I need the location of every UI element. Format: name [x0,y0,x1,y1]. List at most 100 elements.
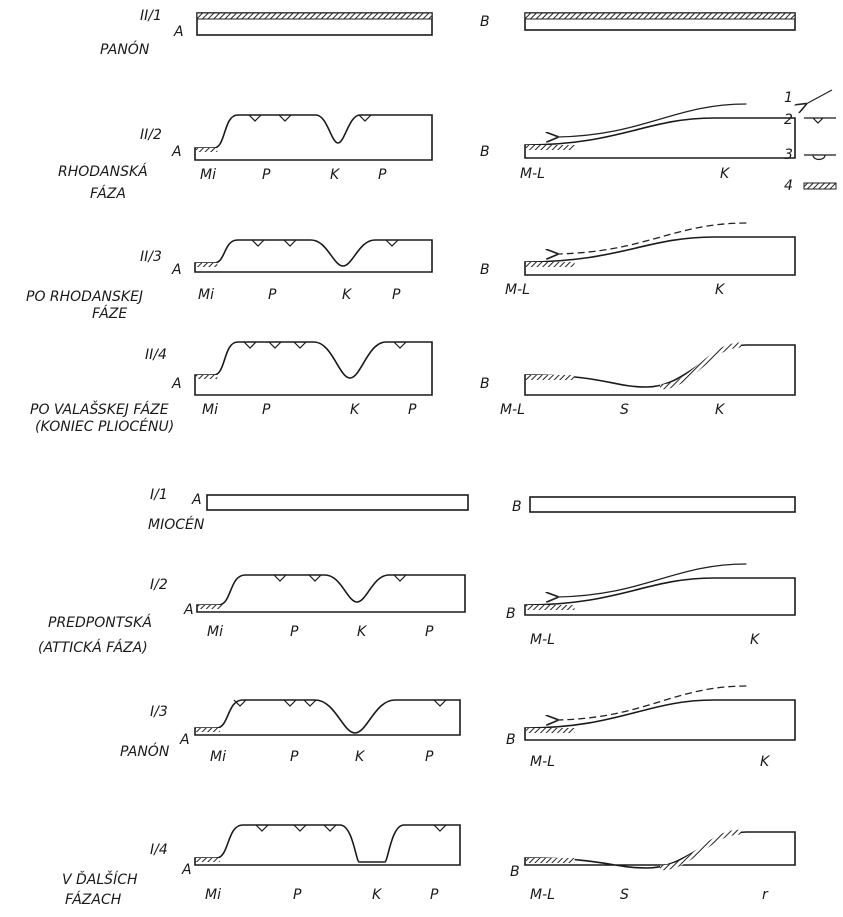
unit-label: K [720,166,731,182]
gravel-mark [433,824,447,832]
panel-label: I/3 [150,704,168,720]
unit-label: K [715,282,726,298]
unit-label: K [350,402,361,418]
panel-caption: PO VALAŠSKEJ FÁZE [30,400,169,418]
legend-gravel [804,117,836,124]
unit-label: Mi [207,624,223,640]
panel-caption: RHODANSKÁ [58,163,148,180]
side-letter: B [480,14,490,30]
unit-label: K [715,402,726,418]
sediment-hatch [526,605,575,610]
unit-label: Mi [210,749,226,765]
sediment-hatch [526,858,575,863]
unit-label: P [425,624,434,640]
gravel-mark [268,341,282,349]
unit-label: M-L [500,402,525,418]
profile-b [524,117,796,159]
profile-a [196,574,466,613]
unit-label: S [620,887,629,903]
legend-number: 4 [784,178,793,194]
legend-number: 2 [784,112,793,128]
panel-caption: V ĎALŠÍCH [62,870,138,888]
unit-label: P [430,887,439,903]
flow-arrow [557,103,747,137]
gravel-mark [233,699,247,707]
unit-label: P [268,287,277,303]
side-letter: A [191,492,202,508]
sediment-hatch [659,829,742,871]
unit-label: P [262,402,271,418]
unit-label: P [408,402,417,418]
panel-caption: (KONIEC PLIOCÉNU) [35,418,174,435]
side-letter: B [506,732,516,748]
gravel-mark [303,699,317,707]
gravel-mark [251,239,265,247]
unit-label: P [290,749,299,765]
profile-b [524,236,796,276]
panel-caption: FÁZE [92,305,127,322]
gravel-mark [433,699,447,707]
sediment-hatch [659,342,742,390]
unit-label: M-L [530,887,555,903]
legend-number: 3 [784,147,793,163]
side-letter: A [179,732,190,748]
unit-label: Mi [198,287,214,303]
panel-caption: FÁZA [90,185,126,202]
panel-label: II/2 [140,127,162,143]
flow-arrow [557,685,747,720]
unit-label: M-L [530,632,555,648]
panel-label: II/1 [140,8,162,24]
unit-label: M-L [505,282,530,298]
legend-lens [804,154,836,161]
sediment-hatch [196,858,220,862]
unit-label: P [425,749,434,765]
sediment-hatch [526,375,575,380]
unit-label: K [750,632,761,648]
profile-a [194,114,433,161]
panel-label: II/3 [140,249,162,265]
gravel-mark [248,114,262,122]
gravel-mark [385,239,399,247]
unit-label: K [760,754,771,770]
gravel-mark [278,114,292,122]
panel-label: I/1 [150,487,168,503]
unit-label: P [392,287,401,303]
profile-a [194,341,433,396]
unit-label: M-L [530,754,555,770]
profile-a [194,239,433,273]
side-letter: B [506,606,516,622]
unit-label: P [293,887,302,903]
unit-label: Mi [205,887,221,903]
unit-label: P [262,167,271,183]
sediment-hatch [196,12,433,20]
unit-label: P [290,624,299,640]
gravel-mark [308,574,322,582]
gravel-mark [358,114,372,122]
gravel-mark [255,824,269,832]
flow-arrow [557,222,747,254]
sediment-hatch [526,728,575,733]
gravel-mark [393,574,407,582]
panel-label: I/4 [150,842,168,858]
gravel-mark [393,341,407,349]
panel-label: II/4 [145,347,167,363]
panel-caption: (ATTICKÁ FÁZA) [38,639,148,656]
panel-label: I/2 [150,577,168,593]
gravel-mark [293,824,307,832]
unit-label: K [330,167,341,183]
sediment-hatch [524,12,796,20]
gravel-mark [323,824,337,832]
side-letter: B [480,376,490,392]
sediment-hatch [196,375,218,379]
profile-box [206,494,469,511]
panel-caption: PO RHODANSKEJ [26,289,143,305]
side-letter: A [181,862,192,878]
gravel-mark [283,239,297,247]
unit-label: P [378,167,387,183]
sediment-hatch [526,145,575,150]
profile-a [194,699,461,736]
sediment-hatch [196,728,220,732]
panel-caption: PANÓN [100,40,150,58]
profile-b [524,577,796,616]
